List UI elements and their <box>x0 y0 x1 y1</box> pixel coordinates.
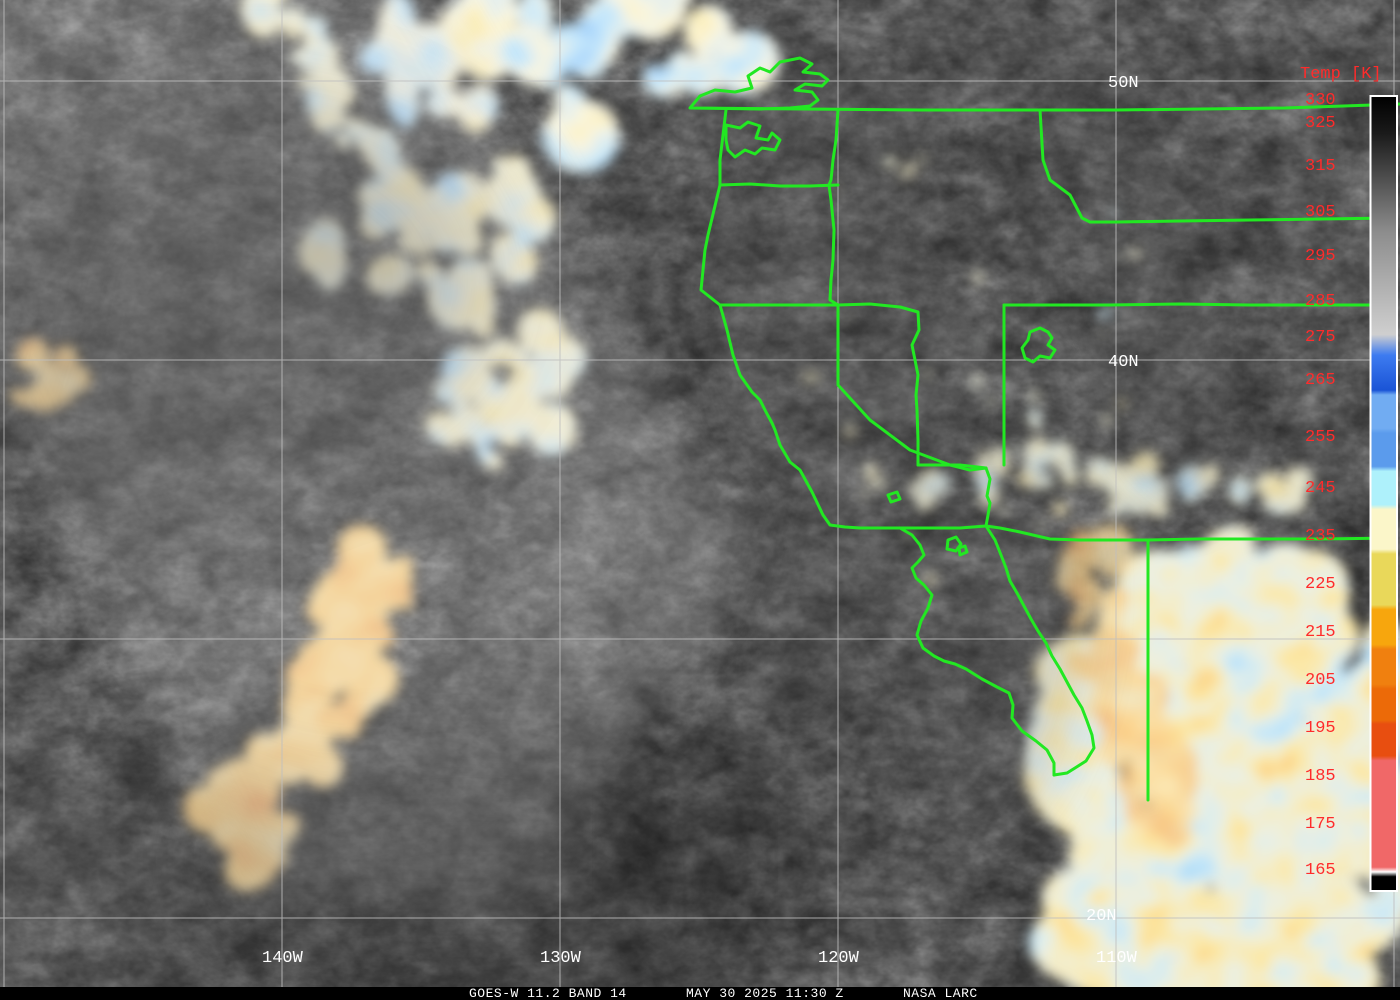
svg-text:GOES-W 11.2 BAND 14: GOES-W 11.2 BAND 14 <box>469 986 627 1000</box>
svg-text:MAY 30 2025 11:30 Z: MAY 30 2025 11:30 Z <box>686 986 844 1000</box>
svg-text:NASA LARC: NASA LARC <box>903 986 978 1000</box>
